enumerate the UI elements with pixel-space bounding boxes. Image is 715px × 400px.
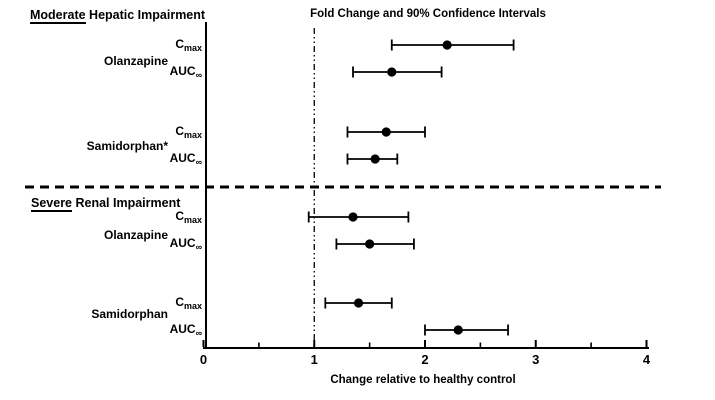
param-label: AUC∞ <box>170 235 202 256</box>
section-heading-renal: Severe Renal Impairment <box>31 195 181 212</box>
param-subscript: ∞ <box>195 157 202 167</box>
x-tick-label: 3 <box>532 352 540 367</box>
param-base: C <box>175 37 184 51</box>
point-estimate <box>365 239 375 249</box>
param-base: C <box>175 124 184 138</box>
param-base: C <box>175 209 184 223</box>
x-tick-label: 2 <box>421 352 429 367</box>
param-label: Cmax <box>175 123 202 144</box>
x-axis-label: Change relative to healthy control <box>330 374 516 386</box>
drug-label: Olanzapine <box>103 54 168 68</box>
point-estimate <box>381 127 391 137</box>
param-label: Cmax <box>175 208 202 229</box>
drug-label: Samidorphan <box>91 307 168 321</box>
param-base: AUC <box>169 151 196 165</box>
section-heading-renal-rest: Renal Impairment <box>72 196 181 210</box>
param-base: AUC <box>169 64 196 78</box>
point-estimate <box>353 298 364 308</box>
x-tick-label: 1 <box>310 352 318 367</box>
param-subscript: max <box>183 130 202 140</box>
param-base: C <box>175 295 184 309</box>
drug-label: Olanzapine <box>103 228 168 242</box>
point-estimate <box>453 325 463 335</box>
param-base: AUC <box>169 236 196 250</box>
point-estimate <box>370 154 380 164</box>
param-base: AUC <box>169 322 196 336</box>
plot-title: Fold Change and 90% Confidence Intervals <box>310 8 546 20</box>
section-heading-hepatic-rest: Hepatic Impairment <box>85 8 206 22</box>
param-label: AUC∞ <box>170 63 202 84</box>
param-subscript: max <box>183 215 202 225</box>
section-heading-hepatic-underlined: Moderate <box>30 8 86 24</box>
param-subscript: max <box>183 43 202 53</box>
drug-label: Samidorphan* <box>86 139 168 153</box>
param-label: AUC∞ <box>170 150 202 171</box>
param-label: Cmax <box>175 294 202 315</box>
x-tick-label: 4 <box>642 352 651 367</box>
param-subscript: ∞ <box>195 328 202 338</box>
param-label: Cmax <box>175 36 202 57</box>
param-label: AUC∞ <box>170 321 202 342</box>
param-subscript: max <box>183 301 202 311</box>
point-estimate <box>442 40 452 50</box>
param-subscript: ∞ <box>195 70 202 80</box>
section-heading-renal-underlined: Severe <box>31 196 73 212</box>
point-estimate <box>387 67 397 77</box>
x-tick-label: 0 <box>199 352 208 367</box>
param-subscript: ∞ <box>195 242 202 252</box>
point-estimate <box>348 212 358 222</box>
section-heading-hepatic: Moderate Hepatic Impairment <box>30 7 206 24</box>
